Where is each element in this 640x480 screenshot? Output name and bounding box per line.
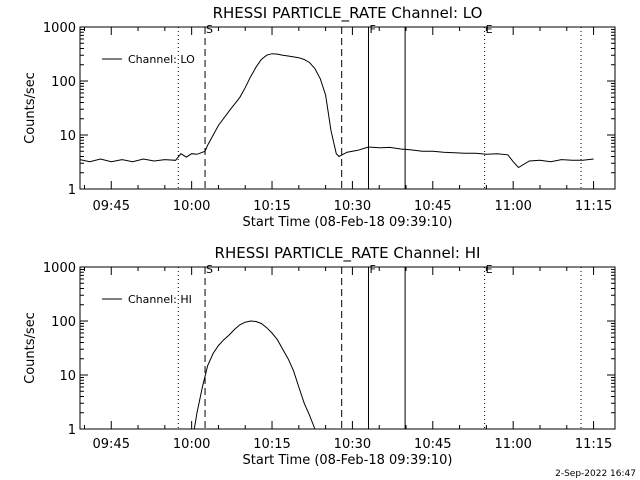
y-tick-label: 10 (59, 369, 76, 384)
x-tick-label: 10:15 (253, 199, 290, 214)
y-axis-label: Counts/sec (23, 312, 38, 384)
y-tick-label: 1 (68, 423, 76, 438)
y-tick-label: 10 (59, 129, 76, 144)
x-tick-label: 11:00 (494, 199, 531, 214)
y-axis-label: Counts/sec (23, 72, 38, 144)
chart-title: RHESSI PARTICLE_RATE Channel: LO (213, 4, 483, 23)
x-tick-label: 10:00 (173, 199, 210, 214)
event-marker-label: F (369, 263, 375, 276)
x-tick-label: 10:30 (334, 437, 371, 452)
x-tick-label: 09:45 (93, 199, 130, 214)
x-tick-label: 10:45 (414, 199, 451, 214)
event-marker-label: E (486, 23, 493, 36)
x-tick-label: 10:00 (173, 437, 210, 452)
x-tick-label: 11:15 (575, 199, 612, 214)
chart-panel-2: RHESSI PARTICLE_RATE Channel: HI 1 10 100 10… (23, 244, 616, 468)
legend-label: Channel: LO (128, 53, 195, 66)
y-tick-label: 100 (51, 75, 76, 90)
x-tick-label: 11:15 (575, 437, 612, 452)
y-tick-label: 100 (51, 315, 76, 330)
series-line (79, 53, 594, 169)
chart-title: RHESSI PARTICLE_RATE Channel: HI (215, 244, 481, 263)
y-tick-label: 1 (68, 183, 76, 198)
legend-label: Channel: HI (128, 293, 192, 306)
print-date: 2-Sep-2022 16:47 (555, 469, 636, 479)
x-tick-label: 11:00 (494, 437, 531, 452)
plot-frame (79, 266, 616, 430)
y-tick-label: 1000 (43, 261, 76, 276)
chart-panel-1: RHESSI PARTICLE_RATE Channel: LO 1 10 100 10… (23, 4, 616, 230)
event-marker-label: F (369, 23, 375, 36)
x-axis-label: Start Time (08-Feb-18 09:39:10) (243, 453, 453, 468)
event-marker-label: E (486, 263, 493, 276)
plot-frame (79, 26, 616, 190)
event-marker-label: S (206, 23, 213, 36)
x-tick-label: 10:15 (253, 437, 290, 452)
series-line (193, 320, 316, 430)
x-tick-label: 10:30 (334, 199, 371, 214)
x-axis-label: Start Time (08-Feb-18 09:39:10) (243, 215, 453, 230)
y-tick-label: 1000 (43, 21, 76, 36)
x-tick-label: 10:45 (414, 437, 451, 452)
event-marker-label: S (206, 263, 213, 276)
x-tick-label: 09:45 (93, 437, 130, 452)
